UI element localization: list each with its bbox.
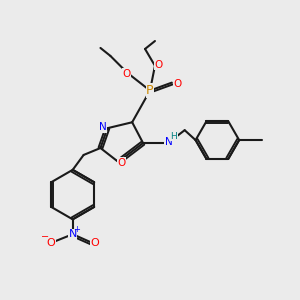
Text: O: O bbox=[174, 79, 182, 88]
Text: O: O bbox=[117, 158, 125, 168]
Text: N: N bbox=[68, 229, 77, 239]
Text: +: + bbox=[73, 225, 80, 234]
Text: P: P bbox=[146, 84, 154, 97]
Text: O: O bbox=[122, 69, 130, 79]
Text: O: O bbox=[46, 238, 55, 248]
Text: N: N bbox=[99, 122, 106, 132]
Text: O: O bbox=[90, 238, 99, 248]
Text: N: N bbox=[165, 137, 173, 147]
Text: O: O bbox=[155, 60, 163, 70]
Text: −: − bbox=[41, 232, 49, 242]
Text: H: H bbox=[170, 132, 177, 141]
